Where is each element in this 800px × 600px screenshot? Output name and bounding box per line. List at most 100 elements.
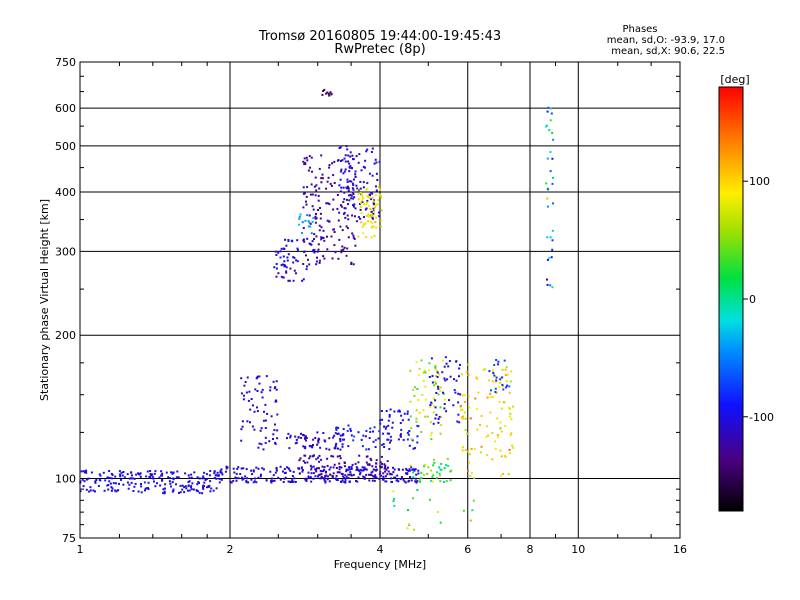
data-point	[311, 220, 314, 223]
data-point	[405, 472, 407, 475]
data-point	[363, 468, 366, 471]
data-point	[317, 441, 320, 444]
data-point	[388, 448, 391, 450]
data-point	[354, 215, 356, 218]
data-point	[296, 260, 299, 263]
data-point	[408, 468, 411, 471]
data-point	[423, 465, 426, 468]
y-tick-label: 200	[55, 329, 76, 342]
data-point	[390, 439, 393, 442]
data-point	[428, 498, 431, 501]
data-point	[494, 440, 497, 443]
data-point	[402, 438, 405, 441]
data-point	[262, 419, 265, 422]
data-point	[181, 488, 184, 491]
data-point	[449, 479, 452, 482]
data-point	[417, 425, 420, 428]
data-point	[408, 522, 411, 525]
data-point	[463, 394, 466, 397]
data-point	[249, 421, 251, 424]
data-point	[304, 161, 307, 164]
data-point	[428, 369, 431, 372]
data-point	[315, 184, 318, 187]
data-point	[311, 193, 314, 196]
data-point	[344, 160, 347, 163]
data-point	[98, 473, 101, 476]
data-point	[434, 417, 437, 420]
data-point	[437, 393, 440, 396]
data-point	[463, 411, 466, 414]
data-point	[497, 363, 499, 366]
data-point	[436, 376, 439, 378]
data-point	[332, 436, 335, 439]
data-point	[375, 185, 377, 188]
data-point	[449, 470, 452, 473]
data-point	[409, 369, 412, 372]
data-point	[284, 238, 286, 241]
data-point	[326, 91, 329, 94]
data-point	[434, 364, 437, 367]
data-point	[367, 216, 370, 218]
data-point	[497, 436, 500, 439]
data-point	[89, 489, 92, 492]
data-point	[257, 476, 260, 479]
data-point	[438, 472, 441, 475]
data-point	[442, 392, 445, 395]
data-point	[373, 479, 376, 482]
data-point	[491, 431, 494, 434]
data-point	[343, 170, 346, 173]
colorbar-label: [deg]	[720, 73, 749, 86]
data-point	[347, 473, 350, 476]
data-point	[316, 443, 319, 446]
data-point	[272, 380, 275, 383]
data-point	[439, 389, 442, 392]
data-point	[491, 380, 494, 383]
data-point	[339, 448, 342, 451]
data-point	[108, 476, 111, 479]
data-point	[332, 455, 335, 458]
data-point	[499, 378, 502, 381]
data-point	[361, 201, 364, 203]
data-point	[511, 444, 514, 447]
data-point	[357, 161, 360, 164]
data-point	[300, 436, 303, 439]
data-point	[304, 435, 307, 438]
data-point	[328, 437, 331, 440]
data-point	[435, 370, 438, 373]
data-point	[287, 480, 290, 483]
data-point	[332, 208, 335, 211]
data-point	[244, 381, 247, 383]
data-point	[443, 481, 445, 483]
data-point	[242, 398, 245, 401]
data-point	[301, 221, 304, 224]
data-point	[208, 474, 211, 477]
data-point	[315, 189, 318, 192]
data-point	[479, 423, 481, 426]
data-point	[371, 216, 374, 219]
data-point	[256, 410, 259, 413]
data-point	[500, 407, 503, 410]
data-point	[201, 492, 204, 495]
data-point	[397, 438, 400, 441]
data-point	[338, 455, 341, 457]
data-point	[336, 207, 339, 210]
data-point	[400, 428, 403, 431]
data-point	[407, 418, 410, 421]
data-point	[121, 474, 124, 477]
data-point	[430, 469, 433, 472]
data-point	[243, 394, 245, 397]
data-point	[172, 471, 175, 474]
data-point	[286, 256, 289, 259]
data-point	[354, 173, 357, 176]
data-point	[318, 229, 321, 232]
data-point	[430, 357, 433, 360]
data-point	[300, 467, 303, 470]
data-point	[367, 220, 370, 223]
data-point	[311, 446, 314, 449]
data-point	[276, 429, 279, 432]
data-point	[384, 480, 387, 483]
data-point	[422, 371, 425, 374]
data-point	[342, 433, 345, 436]
data-point	[365, 207, 368, 210]
data-point	[371, 221, 374, 224]
